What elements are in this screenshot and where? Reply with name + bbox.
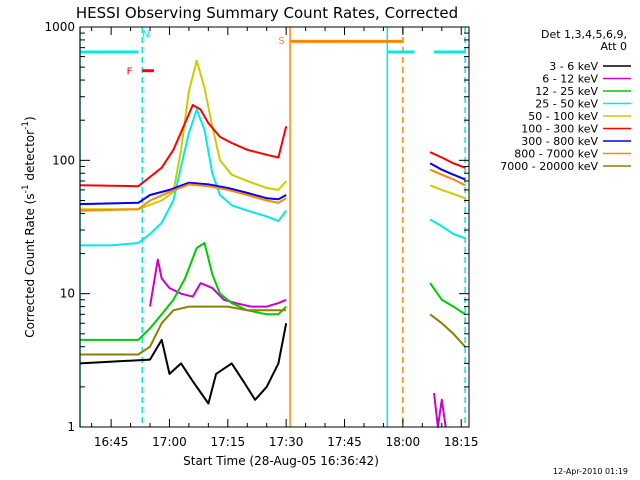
y-axis-label-sup-1: -1: [21, 184, 31, 193]
plot-area: N F S: [79, 27, 466, 428]
plot-frame: [79, 26, 470, 428]
timestamp: 12-Apr-2010 01:19: [553, 467, 628, 476]
legend-label: 50 - 100 keV: [528, 110, 598, 123]
series-line: [79, 181, 287, 206]
flag-label: S: [278, 36, 284, 47]
legend-label: 25 - 50 keV: [535, 98, 598, 111]
series-line: [80, 59, 287, 211]
legend-label: 6 - 12 keV: [542, 73, 598, 86]
series-line: [80, 242, 287, 341]
series-line-post-gap: [429, 162, 466, 181]
legend-label: 100 - 300 keV: [521, 123, 598, 136]
series-line: [80, 108, 288, 247]
legend-header: Att 0: [601, 40, 627, 53]
series-line-post-gap: [429, 282, 466, 316]
x-tick-label: 17:15: [211, 435, 246, 449]
series-line: [79, 183, 287, 212]
legend-label: 300 - 800 keV: [521, 135, 598, 148]
x-axis-label: Start Time (28-Aug-05 16:36:42): [183, 454, 379, 468]
y-tick-label: 1000: [44, 20, 75, 34]
series-line-post-gap: [429, 151, 466, 169]
y-tick-label: 100: [52, 153, 75, 167]
x-tick-label: 17:45: [327, 435, 362, 449]
y-axis-label: Corrected Count Rate (s-1 detector-1): [21, 116, 37, 337]
y-axis-label-sup-2: -1: [21, 121, 31, 130]
flag-label: N: [142, 30, 149, 41]
chart-title: HESSI Observing Summary Count Rates, Cor…: [76, 4, 458, 22]
flag-label: F: [127, 67, 133, 78]
series-line-post-gap: [433, 392, 447, 428]
series-line-post-gap: [429, 168, 466, 187]
series-line-post-gap: [429, 218, 466, 240]
y-axis-label-mid: detector: [23, 130, 37, 185]
series-line-post-gap: [429, 184, 466, 200]
y-axis-label-base: Corrected Count Rate (s: [23, 193, 37, 337]
legend-label: 7000 - 20000 keV: [500, 160, 598, 173]
legend-header: Det 1,3,4,5,6,9,: [541, 28, 627, 41]
y-tick-label: 1: [67, 420, 75, 434]
series-line: [79, 323, 288, 405]
series-line-post-gap: [429, 313, 466, 348]
x-tick-label: 18:00: [386, 435, 421, 449]
legend-label: 3 - 6 keV: [549, 60, 598, 73]
x-tick-label: 16:45: [94, 435, 129, 449]
x-tick-label: 17:00: [152, 435, 187, 449]
x-axis: 16:45 17:00 17:15 17:30 17:45 18:00 18:15: [91, 27, 479, 449]
legend-label: 12 - 25 keV: [535, 85, 598, 98]
series-line: [149, 258, 287, 308]
series-line: [80, 305, 287, 356]
y-tick-label: 10: [60, 287, 75, 301]
x-tick-label: 17:30: [269, 435, 304, 449]
y-axis-label-end: ): [23, 116, 37, 121]
x-tick-label: 18:15: [444, 435, 479, 449]
y-axis: 1 10 100 1000: [44, 20, 469, 434]
series-line: [79, 104, 288, 188]
legend-label: 800 - 7000 keV: [514, 148, 598, 161]
